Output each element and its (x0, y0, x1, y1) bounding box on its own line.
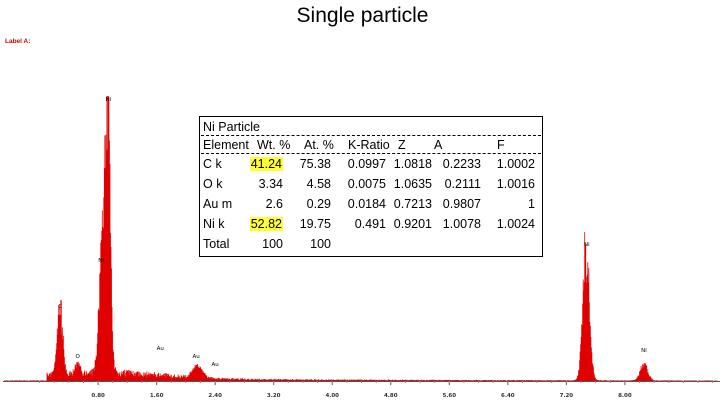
x-tick-label: 8.00 (618, 393, 632, 399)
table-row-label: Au m (203, 197, 233, 211)
spectrum-area (4, 96, 718, 381)
header-wt: Wt. % (257, 138, 291, 152)
table-cell: 4.58 (306, 177, 331, 191)
spectrum-series (4, 96, 718, 381)
label-a: Label A: (5, 38, 31, 45)
chart-title: Single particle (296, 4, 429, 27)
table-cell: 2.6 (265, 197, 283, 211)
header-k-ratio: K-Ratio (348, 138, 390, 152)
table-cell: 0.491 (354, 217, 386, 231)
header-element: Element (203, 138, 249, 152)
x-tick-label: 3.20 (267, 393, 281, 399)
table-cell: 1.0002 (496, 157, 535, 171)
table-row-label: Total (203, 237, 230, 251)
x-tick-label: 4.00 (325, 393, 339, 399)
table-cell: 0.0075 (347, 177, 386, 191)
table-rule (201, 153, 541, 154)
peak-label: Ni (584, 242, 590, 248)
header-z: Z (398, 138, 406, 152)
x-tick-label: 2.40 (208, 393, 222, 399)
highlighted-value: 52.82 (249, 217, 283, 231)
table-cell: 100 (310, 237, 331, 251)
table-cell: 0.0997 (347, 157, 386, 171)
table-rule (201, 135, 541, 136)
table-row-label: C k (203, 157, 222, 171)
header-a: A (434, 138, 443, 152)
table-cell: 52.82 (249, 217, 283, 231)
table-cell: 0.29 (306, 197, 331, 211)
table-cell: 0.0184 (347, 197, 386, 211)
table-cell: 0.2233 (442, 157, 481, 171)
table-cell: 1.0078 (442, 217, 481, 231)
table-cell: 19.75 (299, 217, 331, 231)
table-cell: 0.7213 (393, 197, 432, 211)
table-title: Ni Particle (203, 120, 260, 134)
table-cell: 1 (528, 197, 535, 211)
peak-label: O (75, 354, 80, 360)
quant-results-table: Ni Particle Element Wt. % At. % K-Ratio … (199, 116, 543, 257)
x-tick-label: 6.40 (501, 393, 515, 399)
table-cell: 41.24 (249, 157, 283, 171)
peak-labels: C O Ni Ni Au Au Au Ni Ni (58, 97, 647, 368)
x-tick-label: 0.80 (91, 393, 105, 399)
table-cell: 100 (262, 237, 283, 251)
peak-label: C (58, 304, 62, 310)
header-at: At. % (304, 138, 334, 152)
x-axis: 0.80 1.60 2.40 3.20 4.00 4.80 5.60 6.40 7.20 8.00 (3, 381, 720, 399)
table-cell: 3.34 (258, 177, 283, 191)
peak-label: Ni (98, 258, 104, 264)
peak-label: Au (212, 362, 219, 368)
table-cell: 1.0024 (496, 217, 535, 231)
x-tick-label: 4.80 (384, 393, 398, 399)
x-tick-label: 5.60 (443, 393, 457, 399)
table-row-label: Ni k (203, 217, 225, 231)
peak-label: Au (193, 354, 200, 360)
table-cell: 0.9201 (393, 217, 432, 231)
peak-label: Ni (106, 97, 112, 103)
header-f: F (497, 138, 505, 152)
peak-label: Ni (641, 348, 647, 354)
table-cell: 75.38 (299, 157, 331, 171)
x-tick-label: 1.60 (150, 393, 164, 399)
table-cell: 1.0016 (496, 177, 535, 191)
highlighted-value: 41.24 (249, 157, 283, 171)
x-tick-label: 7.20 (560, 393, 574, 399)
table-cell: 1.0818 (393, 157, 432, 171)
table-row-label: O k (203, 177, 223, 191)
table-cell: 0.2111 (444, 177, 481, 191)
peak-label: Au (157, 346, 164, 352)
table-cell: 0.9807 (442, 197, 481, 211)
table-cell: 1.0635 (393, 177, 432, 191)
